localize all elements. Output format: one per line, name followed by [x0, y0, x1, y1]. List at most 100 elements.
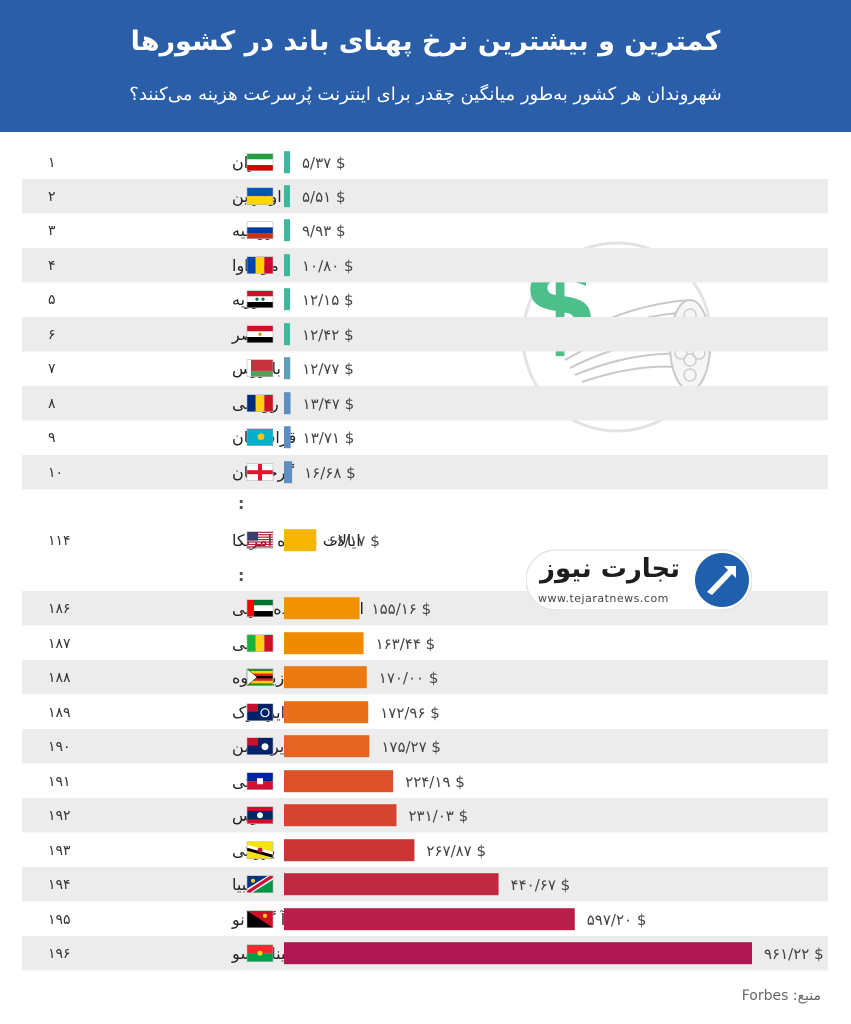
haiti-flag-icon — [246, 772, 274, 791]
row-stripe — [22, 798, 828, 833]
table-row: ۱۰گرجستان۱۶/۶۸ $ — [22, 455, 828, 490]
belarus-flag-icon — [246, 359, 274, 378]
table-row: ۱۹۶بورکینا فاسو۹۶۱/۲۲ $ — [22, 936, 828, 971]
table-row: ۱۸۷مالی۱۶۳/۴۴ $ — [48, 632, 436, 655]
brunei-flag-icon — [246, 841, 274, 860]
data-label: ۱۳/۷۱ $ — [303, 429, 355, 447]
data-label: ۱۲/۱۵ $ — [302, 291, 354, 309]
bar — [284, 357, 291, 380]
data-label: ۲۲۴/۱۹ $ — [405, 773, 465, 791]
row-rank: ۱ — [48, 155, 56, 171]
bar — [284, 254, 290, 277]
row-rank: ۴ — [48, 258, 56, 274]
row-rank: ۱۸۷ — [48, 636, 71, 652]
source-note: منبع: Forbes — [741, 988, 821, 1004]
row-rank: ۱۸۸ — [48, 670, 71, 686]
data-label: ۱۲/۷۷ $ — [302, 360, 354, 378]
bar — [284, 151, 290, 174]
chart-subtitle: شهروندان هر کشور به‌طور میانگین چقدر برا… — [129, 84, 722, 105]
data-label: ۱۷۵/۲۷ $ — [381, 738, 441, 756]
row-rank: ۳ — [48, 223, 56, 239]
data-label: ۱۲/۴۲ $ — [302, 326, 354, 344]
data-label: ۵/۵۱ $ — [302, 188, 346, 206]
data-label: ۶۶/۱۷ $ — [328, 532, 380, 550]
romania-flag-icon — [246, 394, 274, 413]
row-rank: ۱۹۰ — [48, 739, 71, 755]
bar — [284, 392, 291, 415]
chart-title: کمترین و بیشترین نرخ پهنای باند در کشوره… — [130, 26, 721, 57]
bar — [284, 597, 360, 620]
uae-flag-icon — [246, 599, 274, 618]
data-label: ۵۹۷/۲۰ $ — [587, 911, 647, 929]
data-label: ۱۷۲/۹۶ $ — [380, 704, 440, 722]
egypt-flag-icon — [246, 325, 274, 344]
tejarat-news-logo: تجارت نیوز www.tejaratnews.com — [526, 548, 752, 612]
table-row: ۴مولداوا۱۰/۸۰ $ — [22, 248, 828, 283]
row-rank: ۱۸۹ — [48, 705, 71, 721]
iran-flag-icon — [246, 153, 274, 171]
cayman-islands-flag-icon — [246, 737, 274, 756]
zimbabwe-flag-icon — [246, 668, 274, 687]
logo-text: تجارت نیوز — [540, 554, 681, 584]
data-label: ۹۶۱/۲۲ $ — [764, 945, 824, 963]
chart-header: کمترین و بیشترین نرخ پهنای باند در کشوره… — [0, 0, 851, 132]
row-rank: ۱۰ — [48, 465, 63, 481]
table-row: ۱۹۰جزایر کیمن۱۷۵/۲۷ $ — [22, 729, 828, 764]
burkina-faso-flag-icon — [246, 944, 274, 963]
usa-flag-icon — [246, 531, 274, 550]
bar — [284, 908, 575, 931]
table-row: ۱۹۴نامیبیا۴۴۰/۶۷ $ — [22, 867, 828, 902]
moldova-flag-icon — [246, 256, 274, 275]
papua-new-guinea-flag-icon — [246, 910, 274, 929]
bar — [284, 632, 364, 655]
row-rank: ۸ — [48, 396, 56, 412]
table-row: ۱۸۹جزایر کوک۱۷۲/۹۶ $ — [48, 701, 440, 724]
bar — [284, 529, 317, 552]
bar — [284, 804, 397, 827]
table-row: ۵سوریه۱۲/۱۵ $ — [48, 288, 354, 311]
table-row: ۳روسیه۹/۹۳ $ — [48, 219, 346, 242]
row-stripe — [22, 455, 828, 490]
bar — [284, 666, 367, 689]
table-row: ۷بلاروس۱۲/۷۷ $ — [48, 357, 354, 380]
cook-islands-flag-icon — [246, 703, 274, 722]
row-rank: ۲ — [48, 189, 56, 205]
bar — [284, 701, 369, 724]
row-stripe — [22, 317, 828, 352]
row-rank: ۷ — [48, 361, 56, 377]
data-label: ۵/۳۷ $ — [302, 154, 346, 172]
namibia-flag-icon — [246, 875, 274, 894]
table-row: ۱ایران۵/۳۷ $ — [48, 151, 346, 174]
data-label: ۹/۹۳ $ — [302, 222, 346, 240]
row-rank: ۱۹۳ — [48, 843, 71, 859]
kazakhstan-flag-icon — [246, 428, 274, 447]
row-rank: ۵ — [48, 292, 56, 308]
gap-marker: : — [238, 566, 244, 585]
logo-url: www.tejaratnews.com — [538, 592, 669, 605]
bar — [284, 873, 499, 896]
georgia-flag-icon — [246, 463, 274, 482]
data-label: ۲۳۱/۰۳ $ — [408, 807, 468, 825]
bar — [284, 770, 394, 793]
data-label: ۱۵۵/۱۶ $ — [372, 600, 432, 618]
bar — [284, 942, 752, 965]
bar — [284, 288, 290, 311]
table-row: ۲اوکراین۵/۵۱ $ — [22, 179, 828, 214]
bar — [284, 461, 293, 484]
row-rank: ۱۹۴ — [48, 877, 71, 893]
data-label: ۱۶۳/۴۴ $ — [376, 635, 436, 653]
table-row: ۱۹۳برونئی۲۶۷/۸۷ $ — [48, 839, 486, 862]
data-label: ۴۴۰/۶۷ $ — [511, 876, 571, 894]
row-rank: ۱۱۴ — [48, 533, 71, 549]
bar — [284, 735, 370, 758]
row-rank: ۱۹۵ — [48, 912, 71, 928]
bar — [284, 323, 291, 346]
bar — [284, 185, 290, 208]
gap-marker: : — [238, 494, 244, 513]
row-stripe — [22, 248, 828, 283]
table-row: ۱۸۸زیمبابوه۱۷۰/۰۰ $ — [22, 660, 828, 695]
data-label: ۲۶۷/۸۷ $ — [426, 842, 486, 860]
syria-flag-icon — [246, 290, 274, 309]
